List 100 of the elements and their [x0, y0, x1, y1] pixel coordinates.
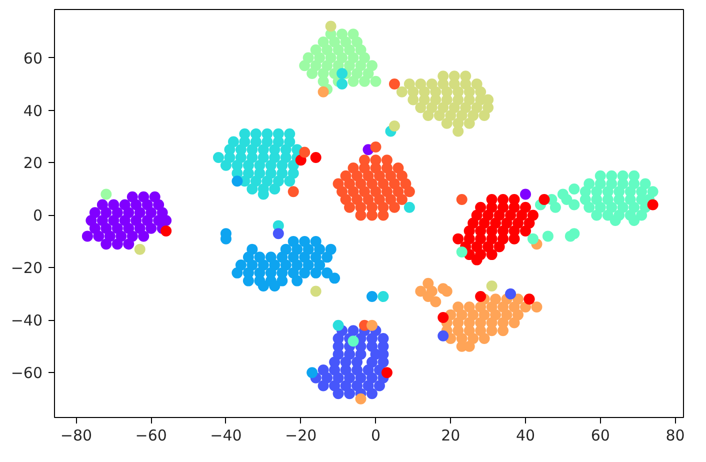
point [448, 102, 460, 114]
point [374, 380, 385, 392]
point [299, 267, 310, 278]
point [299, 60, 310, 72]
point [348, 76, 359, 87]
point [242, 275, 254, 286]
point [366, 210, 378, 221]
point [322, 252, 333, 263]
point [542, 230, 554, 242]
point [422, 291, 434, 302]
point [494, 241, 505, 252]
point [441, 286, 452, 297]
point [478, 110, 490, 121]
point [146, 222, 157, 234]
point [232, 267, 243, 278]
y-tick-label: −40 [10, 312, 42, 330]
point [112, 238, 123, 250]
point [486, 249, 498, 260]
x-tick-label: −80 [60, 426, 92, 444]
point [336, 28, 348, 40]
point [370, 76, 382, 87]
point [415, 102, 426, 114]
y-tick-label: 20 [23, 154, 43, 172]
point [344, 202, 356, 213]
point [636, 210, 648, 221]
point [378, 210, 389, 221]
point [538, 194, 550, 205]
point [306, 68, 318, 80]
point [628, 214, 640, 226]
point [355, 210, 366, 221]
point [396, 86, 408, 98]
x-tick-label: 60 [590, 426, 610, 444]
point [329, 272, 340, 284]
point [498, 325, 509, 336]
point [568, 183, 580, 194]
point [123, 238, 134, 250]
point [584, 202, 595, 213]
point [396, 194, 408, 205]
point [508, 233, 520, 244]
point [322, 267, 333, 278]
x-tick-label: −20 [285, 426, 317, 444]
point [310, 152, 322, 163]
point [388, 202, 400, 213]
point [452, 325, 464, 336]
point [212, 152, 224, 163]
point [591, 210, 602, 221]
point [471, 254, 482, 266]
x-tick-label: 40 [516, 426, 536, 444]
point [220, 160, 232, 171]
point [531, 302, 542, 313]
point [430, 296, 442, 308]
point [100, 238, 112, 250]
point [438, 312, 449, 324]
point [464, 118, 475, 129]
point [452, 233, 464, 244]
point [561, 194, 572, 205]
x-tick-label: −60 [135, 426, 167, 444]
point [292, 275, 303, 286]
point [520, 225, 531, 236]
point [568, 199, 580, 210]
y-tick-label: −20 [10, 259, 42, 278]
point [82, 230, 93, 242]
y-tick-label: 40 [23, 102, 43, 120]
point [475, 291, 486, 302]
point [550, 202, 561, 213]
point [478, 333, 490, 344]
point [359, 76, 370, 87]
point [93, 230, 104, 242]
point [441, 118, 452, 129]
point [284, 176, 296, 187]
x-tick-label: 20 [441, 426, 460, 444]
point [269, 183, 280, 194]
point [276, 275, 288, 286]
point [381, 367, 392, 378]
x-tick-label: 80 [666, 426, 685, 444]
point [422, 110, 434, 121]
point [568, 228, 580, 240]
point [408, 94, 419, 106]
point [404, 186, 415, 198]
point [344, 388, 356, 400]
point [415, 286, 426, 297]
y-tick-label: −60 [10, 364, 42, 382]
point [366, 388, 378, 400]
point [486, 325, 498, 336]
point [602, 210, 614, 221]
x-tick-label: 0 [370, 426, 381, 444]
point [610, 214, 621, 226]
x-tick-label: −40 [210, 426, 242, 444]
point [310, 267, 322, 278]
point [434, 110, 445, 121]
y-tick-label: 60 [23, 49, 43, 68]
point [318, 380, 329, 392]
y-tick-label: 0 [32, 206, 43, 225]
point [647, 199, 658, 210]
point [508, 317, 520, 328]
point [452, 126, 464, 137]
point [160, 225, 172, 236]
point [475, 325, 486, 336]
point [269, 280, 280, 292]
point [138, 230, 150, 242]
